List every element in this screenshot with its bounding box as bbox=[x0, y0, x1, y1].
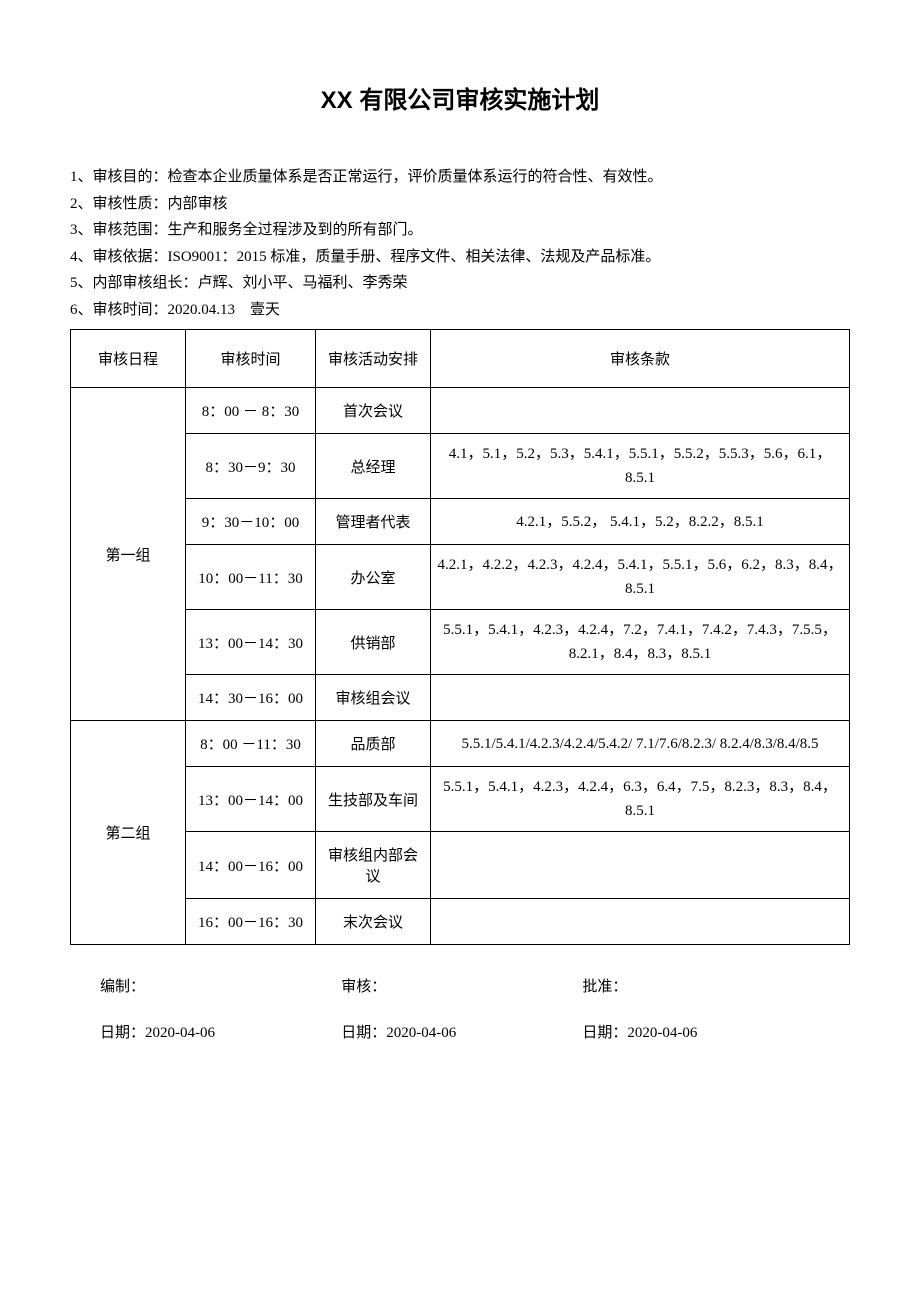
activity-cell: 总经理 bbox=[316, 434, 431, 499]
header-schedule: 审核日程 bbox=[71, 330, 186, 388]
time-cell: 8：30－9：30 bbox=[186, 434, 316, 499]
group-name-cell: 第一组 bbox=[71, 388, 186, 721]
activity-cell: 生技部及车间 bbox=[316, 767, 431, 832]
time-cell: 14：00－16：00 bbox=[186, 832, 316, 899]
activity-cell: 管理者代表 bbox=[316, 499, 431, 545]
header-clause: 审核条款 bbox=[431, 330, 850, 388]
table-row: 10：00－11：30 办公室 4.2.1，4.2.2，4.2.3，4.2.4，… bbox=[71, 545, 850, 610]
clause-cell: 4.1，5.1，5.2，5.3，5.4.1，5.5.1，5.5.2，5.5.3，… bbox=[431, 434, 850, 499]
info-item: 1、审核目的：检查本企业质量体系是否正常运行，评价质量体系运行的符合性、有效性。 bbox=[70, 165, 850, 191]
time-cell: 13：00－14：00 bbox=[186, 767, 316, 832]
group-name-cell: 第二组 bbox=[71, 721, 186, 945]
date-row: 日期：2020-04-06 日期：2020-04-06 日期：2020-04-0… bbox=[70, 1021, 850, 1042]
table-row: 第一组 8：00 － 8：30 首次会议 bbox=[71, 388, 850, 434]
clause-cell: 4.2.1，4.2.2，4.2.3，4.2.4，5.4.1，5.5.1，5.6，… bbox=[431, 545, 850, 610]
table-row: 16：00－16：30 末次会议 bbox=[71, 899, 850, 945]
info-list: 1、审核目的：检查本企业质量体系是否正常运行，评价质量体系运行的符合性、有效性。… bbox=[70, 165, 850, 323]
time-cell: 9：30－10：00 bbox=[186, 499, 316, 545]
table-row: 13：00－14：30 供销部 5.5.1，5.4.1，4.2.3，4.2.4，… bbox=[71, 610, 850, 675]
table-row: 第二组 8：00 －11：30 品质部 5.5.1/5.4.1/4.2.3/4.… bbox=[71, 721, 850, 767]
header-time: 审核时间 bbox=[186, 330, 316, 388]
date-approve: 日期：2020-04-06 bbox=[582, 1021, 820, 1042]
table-row: 13：00－14：00 生技部及车间 5.5.1，5.4.1，4.2.3，4.2… bbox=[71, 767, 850, 832]
clause-cell bbox=[431, 675, 850, 721]
header-activity: 审核活动安排 bbox=[316, 330, 431, 388]
activity-cell: 品质部 bbox=[316, 721, 431, 767]
table-row: 9：30－10：00 管理者代表 4.2.1，5.5.2， 5.4.1，5.2，… bbox=[71, 499, 850, 545]
clause-cell: 5.5.1，5.4.1，4.2.3，4.2.4，6.3，6.4，7.5，8.2.… bbox=[431, 767, 850, 832]
time-cell: 8：00 －11：30 bbox=[186, 721, 316, 767]
signature-approve: 批准： bbox=[582, 975, 820, 996]
clause-cell: 5.5.1，5.4.1，4.2.3，4.2.4，7.2，7.4.1，7.4.2，… bbox=[431, 610, 850, 675]
signature-review: 审核： bbox=[341, 975, 579, 996]
clause-cell bbox=[431, 899, 850, 945]
table-row: 14：00－16：00 审核组内部会议 bbox=[71, 832, 850, 899]
activity-cell: 末次会议 bbox=[316, 899, 431, 945]
activity-cell: 审核组内部会议 bbox=[316, 832, 431, 899]
activity-cell: 首次会议 bbox=[316, 388, 431, 434]
clause-cell bbox=[431, 388, 850, 434]
date-review: 日期：2020-04-06 bbox=[341, 1021, 579, 1042]
document-title: XX 有限公司审核实施计划 bbox=[70, 80, 850, 115]
time-cell: 10：00－11：30 bbox=[186, 545, 316, 610]
signature-compile: 编制： bbox=[100, 975, 338, 996]
info-item: 2、审核性质：内部审核 bbox=[70, 192, 850, 218]
signature-row: 编制： 审核： 批准： bbox=[70, 975, 850, 996]
time-cell: 13：00－14：30 bbox=[186, 610, 316, 675]
clause-cell bbox=[431, 832, 850, 899]
info-item: 6、审核时间：2020.04.13 壹天 bbox=[70, 298, 850, 324]
clause-cell: 4.2.1，5.5.2， 5.4.1，5.2，8.2.2，8.5.1 bbox=[431, 499, 850, 545]
info-item: 3、审核范围：生产和服务全过程涉及到的所有部门。 bbox=[70, 218, 850, 244]
time-cell: 16：00－16：30 bbox=[186, 899, 316, 945]
info-item: 5、内部审核组长：卢辉、刘小平、马福利、李秀荣 bbox=[70, 271, 850, 297]
audit-schedule-table: 审核日程 审核时间 审核活动安排 审核条款 第一组 8：00 － 8：30 首次… bbox=[70, 329, 850, 945]
date-compile: 日期：2020-04-06 bbox=[100, 1021, 338, 1042]
activity-cell: 供销部 bbox=[316, 610, 431, 675]
activity-cell: 办公室 bbox=[316, 545, 431, 610]
table-row: 8：30－9：30 总经理 4.1，5.1，5.2，5.3，5.4.1，5.5.… bbox=[71, 434, 850, 499]
time-cell: 8：00 － 8：30 bbox=[186, 388, 316, 434]
clause-cell: 5.5.1/5.4.1/4.2.3/4.2.4/5.4.2/ 7.1/7.6/8… bbox=[431, 721, 850, 767]
activity-cell: 审核组会议 bbox=[316, 675, 431, 721]
time-cell: 14：30－16：00 bbox=[186, 675, 316, 721]
info-item: 4、审核依据：ISO9001：2015 标准，质量手册、程序文件、相关法律、法规… bbox=[70, 245, 850, 271]
table-row: 14：30－16：00 审核组会议 bbox=[71, 675, 850, 721]
table-header-row: 审核日程 审核时间 审核活动安排 审核条款 bbox=[71, 330, 850, 388]
